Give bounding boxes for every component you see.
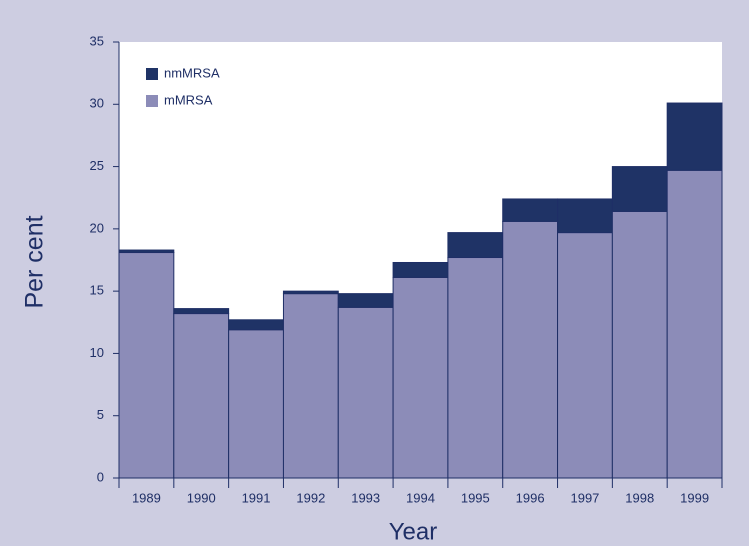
bar-segment <box>228 329 284 479</box>
legend-label: nmMRSA <box>164 65 220 80</box>
x-tick-label: 1994 <box>406 490 435 505</box>
bar-segment <box>666 169 723 479</box>
bar-segment <box>282 290 339 295</box>
x-tick-label: 1993 <box>351 490 380 505</box>
bar-segment <box>392 276 449 479</box>
x-tick-label: 1996 <box>516 490 545 505</box>
x-axis-label: Year <box>389 518 438 545</box>
x-tick-label: 1998 <box>625 490 654 505</box>
bar-segment <box>173 308 230 315</box>
bar-segment <box>666 102 723 171</box>
y-axis-label: Per cent <box>21 215 49 308</box>
bar-segment <box>557 198 613 234</box>
y-tick-label: 20 <box>90 220 104 235</box>
y-tick-label: 10 <box>90 345 104 360</box>
x-tick-label: 1989 <box>132 490 161 505</box>
y-tick-label: 15 <box>90 283 104 298</box>
x-tick-label: 1999 <box>680 490 709 505</box>
bar-segment <box>611 166 668 212</box>
legend-swatch <box>146 95 158 107</box>
x-tick-label: 1992 <box>296 490 325 505</box>
bar-segment <box>118 249 175 254</box>
x-tick-label: 1990 <box>187 490 216 505</box>
bar-segment <box>337 306 394 479</box>
y-tick-label: 0 <box>97 469 104 484</box>
bar-segment <box>228 319 284 331</box>
bar-segment <box>337 293 394 308</box>
bar-segment <box>173 313 230 479</box>
bar-segment <box>502 198 559 222</box>
y-tick-label: 5 <box>97 407 104 422</box>
bar-segment <box>118 252 175 479</box>
legend-label: mMRSA <box>164 92 213 107</box>
bar-segment <box>447 257 504 479</box>
bar-segment <box>282 293 339 479</box>
bar-segment <box>447 232 504 259</box>
x-tick-label: 1991 <box>242 490 271 505</box>
x-tick-label: 1995 <box>461 490 490 505</box>
y-tick-label: 35 <box>90 33 104 48</box>
y-tick-label: 25 <box>90 158 104 173</box>
bar-segment <box>392 261 449 278</box>
legend-swatch <box>146 68 158 80</box>
bar-segment <box>557 232 613 479</box>
bar-segment <box>502 220 559 479</box>
bar-segment <box>611 210 668 479</box>
x-tick-label: 1997 <box>570 490 599 505</box>
y-tick-label: 30 <box>90 96 104 111</box>
